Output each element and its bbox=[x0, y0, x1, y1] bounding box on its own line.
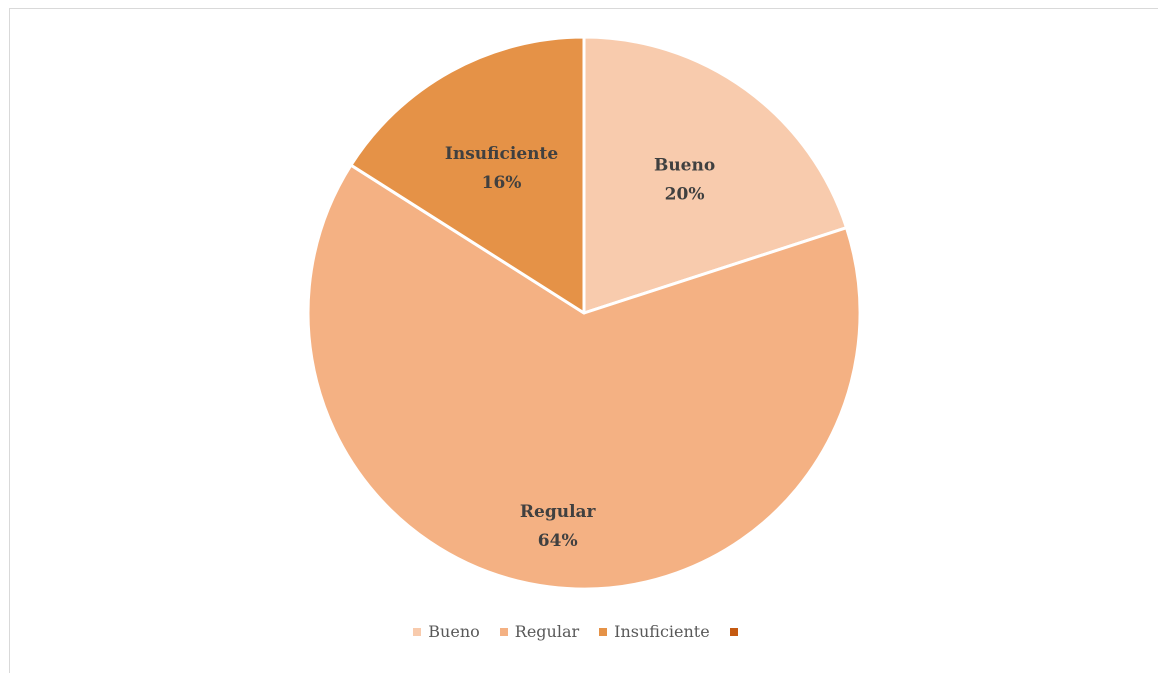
legend-item-bueno: Bueno bbox=[413, 622, 480, 641]
legend-swatch-insuficiente bbox=[599, 627, 608, 636]
legend: Bueno Regular Insuficiente bbox=[0, 622, 1158, 641]
pie-label-insuficiente: Insuficiente 16% bbox=[445, 144, 558, 193]
legend-swatch-bueno bbox=[413, 627, 422, 636]
legend-item-unlabeled bbox=[729, 627, 745, 636]
pie-label-bueno: Bueno 20% bbox=[654, 156, 715, 205]
legend-label-insuficiente: Insuficiente bbox=[614, 622, 710, 641]
pie-slices bbox=[306, 35, 862, 591]
legend-item-regular: Regular bbox=[499, 622, 580, 641]
legend-swatch-unlabeled bbox=[729, 627, 738, 636]
pie-slice-insuficiente bbox=[349, 35, 586, 315]
legend-label-regular: Regular bbox=[514, 622, 580, 641]
pie-label-regular: Regular 64% bbox=[520, 502, 597, 551]
legend-swatch-regular bbox=[499, 627, 508, 636]
pie-slice-bueno bbox=[582, 35, 848, 315]
legend-label-bueno: Bueno bbox=[428, 622, 480, 641]
legend-item-insuficiente: Insuficiente bbox=[599, 622, 710, 641]
pie-slice-regular bbox=[306, 163, 862, 591]
pie-slice-labels: Bueno 20% Regular 64% Insuficiente 16% bbox=[445, 144, 715, 551]
